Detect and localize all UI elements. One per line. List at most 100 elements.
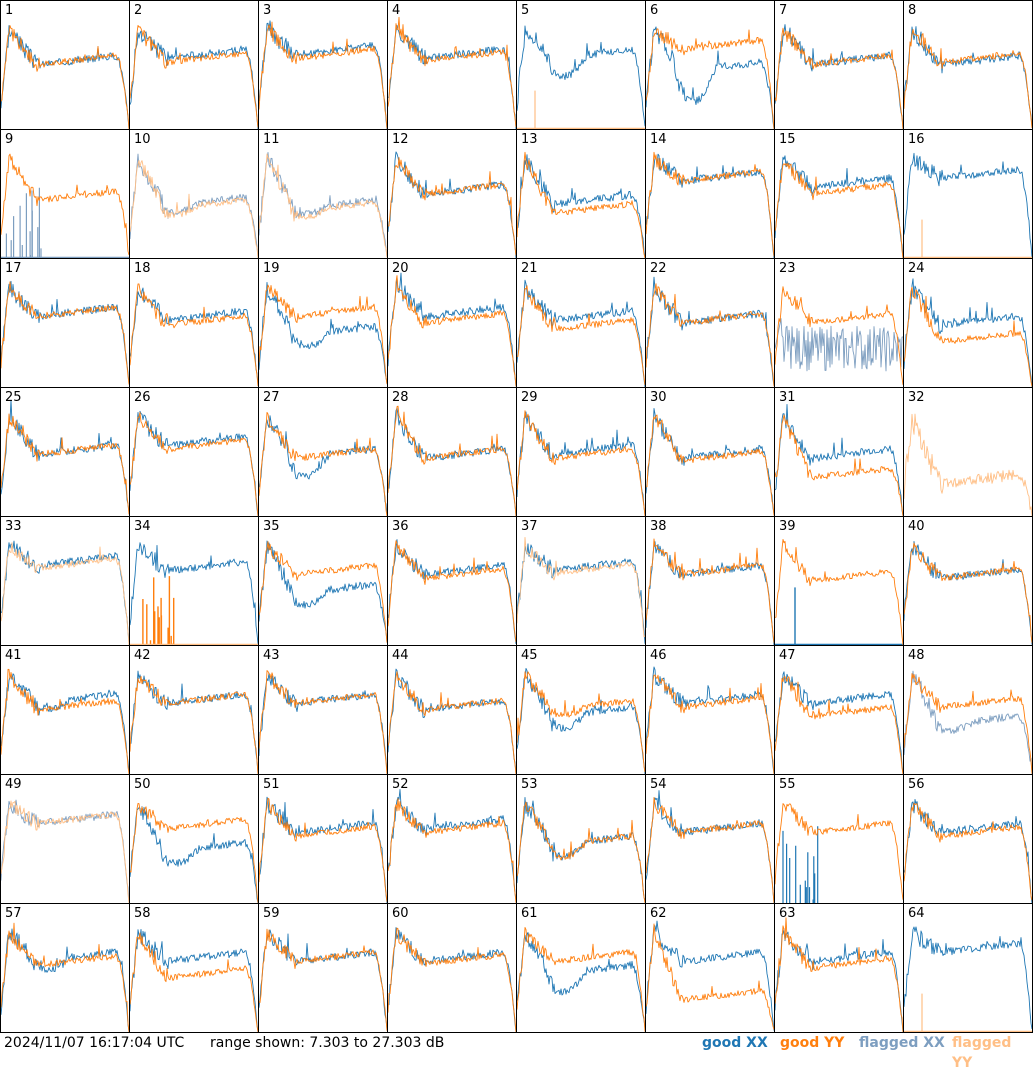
series-yy-panel-57: [1, 922, 129, 1032]
panel-plot: [388, 151, 516, 258]
series-yy-panel-53: [517, 801, 645, 903]
panel-plot: [646, 408, 774, 516]
series-yy-panel-32: [904, 413, 1032, 516]
panel-60: 60: [388, 904, 517, 1033]
series-xx-panel-61: [517, 932, 645, 1029]
series-yy-panel-30: [646, 414, 774, 516]
panel-plot: [130, 153, 258, 258]
series-yy-panel-19: [259, 284, 387, 385]
panel-label: 20: [392, 261, 409, 276]
panel-plot: [1, 540, 129, 645]
panel-plot: [130, 928, 258, 1032]
series-xx-panel-56: [904, 798, 1032, 903]
panel-6: 6: [646, 1, 775, 130]
series-yy-panel-28: [388, 405, 516, 516]
series-yy-panel-15: [775, 162, 903, 258]
panel-25: 25: [1, 388, 130, 517]
panel-label: 52: [392, 777, 409, 792]
series-xx-panel-62: [646, 920, 774, 1031]
series-yy-panel-38: [646, 538, 774, 643]
panel-28: 28: [388, 388, 517, 517]
panel-plot: [388, 16, 516, 129]
panel-plot: [259, 670, 387, 774]
series-yy-panel-60: [388, 927, 516, 1032]
panel-label: 59: [263, 906, 280, 921]
panel-label: 10: [134, 132, 151, 147]
panel-label: 5: [521, 3, 530, 18]
series-yy-panel-46: [646, 674, 774, 774]
panel-plot: [517, 279, 645, 387]
panel-plot: [1, 25, 129, 129]
series-yy-panel-14: [646, 151, 774, 257]
panel-label: 57: [5, 906, 22, 921]
series-xx-panel-19: [259, 281, 387, 384]
panel-19: 19: [259, 259, 388, 388]
series-yy-panel-33: [1, 542, 129, 645]
panel-plot: [1, 922, 129, 1032]
panel-plot: [130, 542, 258, 645]
panel-plot: [388, 272, 516, 387]
panel-label: 33: [5, 519, 22, 534]
series-yy-panel-51: [259, 797, 387, 902]
legend-flagged-xx: flagged XX: [859, 1035, 945, 1051]
series-xx-panel-18: [130, 287, 258, 385]
panel-plot: [517, 410, 645, 516]
panel-plot: [904, 670, 1032, 774]
panel-26: 26: [130, 388, 259, 517]
series-yy-panel-54: [646, 796, 774, 903]
panel-plot: [259, 540, 387, 643]
panel-label: 6: [650, 3, 659, 18]
panel-label: 8: [908, 3, 917, 18]
series-yy-panel-49: [1, 800, 129, 903]
series-xx-panel-20: [388, 272, 516, 387]
panel-plot: [259, 928, 387, 1031]
series-yy-panel-27: [259, 411, 387, 516]
panel-27: 27: [259, 388, 388, 517]
series-xx-panel-52: [388, 789, 516, 901]
series-yy-panel-4: [388, 16, 516, 128]
series-xx-panel-64: [904, 926, 1032, 1030]
panel-plot: [130, 24, 258, 129]
panel-38: 38: [646, 517, 775, 646]
panel-label: 37: [521, 519, 538, 534]
panel-plot: [517, 797, 645, 903]
panel-label: 19: [263, 261, 280, 276]
panel-plot: [130, 670, 258, 774]
panel-62: 62: [646, 904, 775, 1033]
legend-flagged-yy: flagged YY: [952, 1035, 1012, 1071]
series-yy-panel-6: [646, 28, 774, 129]
panel-49: 49: [1, 775, 130, 904]
panel-label: 61: [521, 906, 538, 921]
panel-2: 2: [130, 1, 259, 130]
series-yy-panel-2: [130, 24, 258, 128]
series-yy-panel-20: [388, 275, 516, 387]
series-xx-panel-34: [130, 542, 258, 644]
panel-label: 28: [392, 390, 409, 405]
series-xx-panel-46: [646, 666, 774, 774]
series-xx-panel-50: [130, 806, 258, 903]
panel-label: 50: [134, 777, 151, 792]
series-xx-panel-13: [517, 154, 645, 258]
panel-plot: [1, 153, 129, 258]
panel-18: 18: [130, 259, 259, 388]
series-xx-panel-44: [388, 668, 516, 774]
panel-plot: [1, 668, 129, 774]
panel-35: 35: [259, 517, 388, 646]
panel-plot: [646, 790, 774, 903]
panel-label: 58: [134, 906, 151, 921]
series-xx-panel-53: [517, 797, 645, 901]
timestamp: 2024/11/07 16:17:04 UTC: [4, 1035, 185, 1051]
panel-label: 23: [779, 261, 796, 276]
panel-label: 39: [779, 519, 796, 534]
panel-21: 21: [517, 259, 646, 388]
panel-16: 16: [904, 130, 1033, 259]
panel-plot: [388, 789, 516, 903]
panel-label: 40: [908, 519, 925, 534]
panel-44: 44: [388, 646, 517, 775]
panel-plot: [259, 796, 387, 903]
panel-label: 34: [134, 519, 151, 534]
panel-label: 32: [908, 390, 925, 405]
panel-plot: [517, 536, 645, 644]
panel-plot: [775, 404, 903, 516]
panel-label: 62: [650, 906, 667, 921]
